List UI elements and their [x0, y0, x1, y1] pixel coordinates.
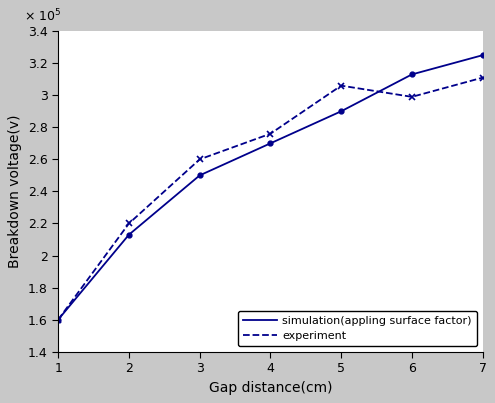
experiment [267, 131, 273, 136]
experiment [480, 75, 486, 80]
experiment [126, 221, 132, 226]
Line: simulation(appling surface factor): simulation(appling surface factor) [56, 53, 485, 322]
experiment [55, 317, 61, 322]
experiment [197, 157, 202, 162]
Legend: simulation(appling surface factor), experiment: simulation(appling surface factor), expe… [238, 311, 477, 346]
simulation(appling surface factor) [409, 72, 415, 77]
X-axis label: Gap distance(cm): Gap distance(cm) [209, 381, 332, 395]
Text: $\times$ 10$^5$: $\times$ 10$^5$ [24, 8, 61, 25]
simulation(appling surface factor) [197, 173, 202, 178]
simulation(appling surface factor) [480, 53, 486, 58]
Line: experiment: experiment [55, 74, 486, 323]
simulation(appling surface factor) [267, 141, 273, 146]
simulation(appling surface factor) [338, 109, 344, 114]
simulation(appling surface factor) [126, 232, 132, 237]
simulation(appling surface factor) [55, 317, 61, 322]
experiment [409, 94, 415, 99]
experiment [338, 83, 344, 88]
Y-axis label: Breakdown voltage(v): Breakdown voltage(v) [8, 115, 22, 268]
